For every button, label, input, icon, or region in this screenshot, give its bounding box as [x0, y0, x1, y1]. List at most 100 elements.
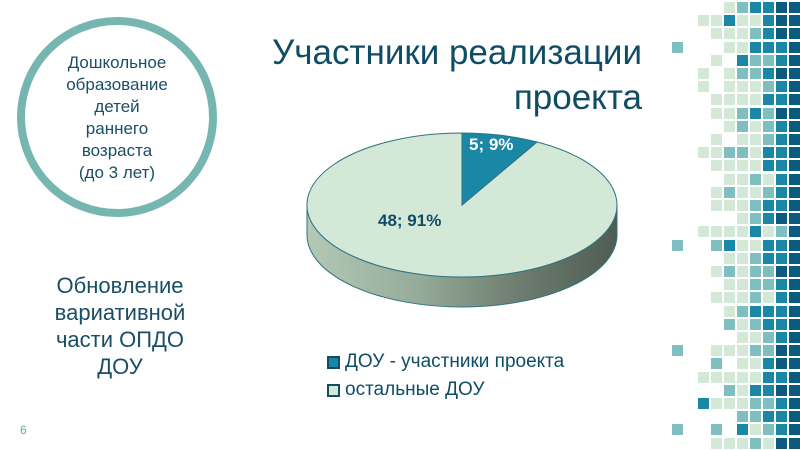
mosaic-tile: [776, 266, 787, 277]
mosaic-tile: [724, 200, 735, 211]
mosaic-tile: [763, 213, 774, 224]
mosaic-tile: [763, 398, 774, 409]
mosaic-tile: [776, 108, 787, 119]
mosaic-tile: [711, 200, 722, 211]
mosaic-tile: [750, 279, 761, 290]
mosaic-tile: [789, 226, 800, 237]
mosaic-tile: [737, 187, 748, 198]
mosaic-tile: [763, 226, 774, 237]
mosaic-tile: [672, 345, 683, 356]
mosaic-tile: [724, 42, 735, 53]
mosaic-tile: [737, 398, 748, 409]
mosaic-tile: [750, 2, 761, 13]
mosaic-tile: [776, 42, 787, 53]
mosaic-tile: [750, 174, 761, 185]
mosaic-tile: [724, 292, 735, 303]
mosaic-tile: [750, 55, 761, 66]
mosaic-tile: [711, 398, 722, 409]
mosaic-tile: [789, 55, 800, 66]
mosaic-tile: [763, 55, 774, 66]
mosaic-tile: [737, 279, 748, 290]
mosaic-tile: [763, 279, 774, 290]
mosaic-tile: [789, 411, 800, 422]
mosaic-tile: [724, 266, 735, 277]
mosaic-tile: [750, 42, 761, 53]
mosaic-tile: [711, 424, 722, 435]
mosaic-tile: [750, 372, 761, 383]
mosaic-tile: [724, 28, 735, 39]
mosaic-tile: [750, 345, 761, 356]
mosaic-tile: [789, 134, 800, 145]
mosaic-tile: [763, 2, 774, 13]
mosaic-tile: [737, 2, 748, 13]
mosaic-tile: [763, 266, 774, 277]
topic-circle: Дошкольное образование детей раннего воз…: [17, 17, 217, 217]
mosaic-tile: [724, 68, 735, 79]
legend-swatch-participants: [327, 355, 340, 369]
mosaic-tile: [711, 55, 722, 66]
mosaic-tile: [698, 226, 709, 237]
mosaic-tile: [750, 134, 761, 145]
mosaic-tile: [698, 68, 709, 79]
mosaic-tile: [789, 187, 800, 198]
mosaic-tile: [737, 15, 748, 26]
mosaic-tile: [711, 108, 722, 119]
mosaic-tile: [789, 68, 800, 79]
mosaic-tile: [750, 28, 761, 39]
mosaic-tile: [789, 438, 800, 449]
mosaic-tile: [711, 15, 722, 26]
mosaic-tile: [737, 42, 748, 53]
mosaic-tile: [724, 174, 735, 185]
mosaic-tile: [724, 147, 735, 158]
mosaic-tile: [737, 108, 748, 119]
mosaic-tile: [776, 94, 787, 105]
mosaic-tile: [672, 424, 683, 435]
mosaic-tile: [750, 213, 761, 224]
mosaic-tile: [724, 121, 735, 132]
mosaic-tile: [776, 160, 787, 171]
mosaic-tile: [776, 187, 787, 198]
mosaic-tile: [737, 174, 748, 185]
mosaic-tile: [789, 279, 800, 290]
mosaic-tile: [711, 226, 722, 237]
mosaic-tile: [776, 55, 787, 66]
mosaic-tile: [776, 174, 787, 185]
mosaic-tile: [776, 345, 787, 356]
mosaic-tile: [737, 81, 748, 92]
mosaic-tile: [789, 94, 800, 105]
mosaic-tile: [750, 319, 761, 330]
mosaic-tile: [750, 385, 761, 396]
mosaic-tile: [763, 306, 774, 317]
mosaic-tile: [737, 134, 748, 145]
mosaic-tile: [763, 253, 774, 264]
mosaic-tile: [724, 160, 735, 171]
mosaic-tile: [776, 424, 787, 435]
mosaic-tile: [763, 372, 774, 383]
mosaic-tile: [789, 108, 800, 119]
mosaic-tile: [698, 81, 709, 92]
mosaic-tile: [737, 253, 748, 264]
mosaic-tile: [789, 424, 800, 435]
mosaic-tile: [724, 398, 735, 409]
mosaic-tile: [789, 200, 800, 211]
mosaic-tile: [789, 213, 800, 224]
mosaic-tile: [724, 81, 735, 92]
mosaic-tile: [763, 42, 774, 53]
mosaic-tile: [750, 160, 761, 171]
mosaic-tile: [711, 292, 722, 303]
mosaic-tile: [711, 28, 722, 39]
page-number: 6: [20, 423, 27, 437]
mosaic-tile: [763, 424, 774, 435]
mosaic-tile: [724, 108, 735, 119]
legend-label: остальные ДОУ: [345, 379, 485, 400]
subtopic-text: Обновление вариативной части ОПДО ДОУ: [54, 273, 186, 379]
mosaic-tile: [737, 266, 748, 277]
mosaic-tile: [711, 134, 722, 145]
mosaic-tile: [763, 438, 774, 449]
mosaic-tile: [776, 15, 787, 26]
mosaic-tile: [737, 226, 748, 237]
mosaic-tile: [789, 253, 800, 264]
mosaic-tile: [763, 121, 774, 132]
mosaic-tile: [763, 345, 774, 356]
mosaic-tile: [789, 398, 800, 409]
